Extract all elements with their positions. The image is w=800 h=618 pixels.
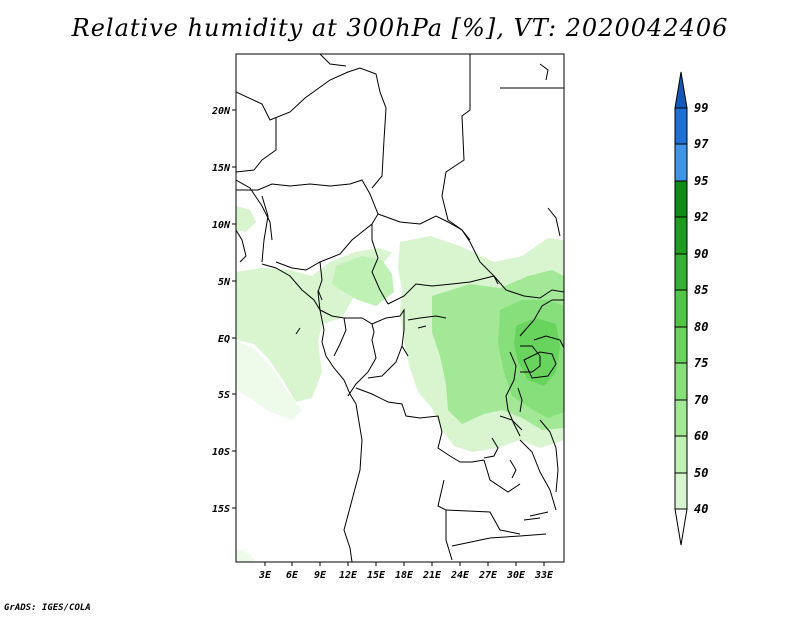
- colorbar-label-90: 90: [694, 247, 708, 261]
- colorbar-band-95-97: [674, 143, 688, 182]
- colorbar-label-97: 97: [694, 137, 709, 151]
- colorbar-label-80: 80: [694, 320, 708, 334]
- colorbar-bottom-arrow: [674, 508, 688, 546]
- lon-label-15e: 15E: [367, 570, 386, 581]
- humidity-region-central: [332, 256, 394, 306]
- lon-label-21e: 21E: [422, 570, 442, 581]
- colorbar: 99 97 95 92 90 85 80 75 70 60 50 40: [674, 71, 709, 546]
- lat-label-20n: 20N: [211, 106, 231, 117]
- humidity-field: [236, 206, 564, 562]
- humidity-region-south: [236, 548, 256, 562]
- colorbar-label-75: 75: [694, 356, 708, 370]
- colorbar-label-40: 40: [694, 502, 708, 516]
- colorbar-band-90-92: [674, 216, 688, 255]
- lat-label-10n: 10N: [212, 220, 231, 231]
- colorbar-band-80-85: [674, 289, 688, 328]
- colorbar-label-70: 70: [694, 393, 708, 407]
- colorbar-band-97-99: [674, 107, 688, 145]
- colorbar-band-60-70: [674, 399, 688, 437]
- lon-label-27e: 27E: [478, 570, 498, 581]
- country-borders: [236, 54, 564, 562]
- lat-label-15n: 15N: [212, 163, 231, 174]
- colorbar-label-50: 50: [694, 466, 708, 480]
- colorbar-label-85: 85: [694, 283, 708, 297]
- lon-label-9e: 9E: [314, 570, 327, 581]
- lon-label-24e: 24E: [450, 570, 470, 581]
- humidity-region-north-west: [236, 206, 256, 232]
- colorbar-band-85-90: [674, 253, 688, 291]
- lon-label-6e: 6E: [286, 570, 299, 581]
- lat-label-5n: 5N: [218, 277, 231, 288]
- lat-label-15s: 15S: [212, 504, 230, 515]
- map-frame: [235, 53, 565, 563]
- colorbar-top-arrow: [674, 71, 688, 109]
- lat-label-10s: 10S: [212, 447, 230, 458]
- lon-label-12e: 12E: [339, 570, 358, 581]
- lon-label-33e: 33E: [534, 570, 554, 581]
- colorbar-label-99: 99: [694, 101, 708, 115]
- colorbar-band-40-50: [674, 472, 688, 510]
- colorbar-band-70-75: [674, 362, 688, 401]
- lon-label-30e: 30E: [506, 570, 526, 581]
- lat-label-eq: EQ: [218, 334, 230, 345]
- lon-axis: 3E 6E 9E 12E 15E 18E 21E 24E 27E 30E 33E: [258, 562, 554, 581]
- colorbar-band-92-95: [674, 180, 688, 218]
- colorbar-label-60: 60: [694, 429, 708, 443]
- grads-credit: GrADS: IGES/COLA: [4, 603, 91, 613]
- lon-label-3e: 3E: [258, 570, 272, 581]
- humidity-region-south-west: [236, 340, 302, 420]
- colorbar-band-75-80: [674, 326, 688, 364]
- lon-label-18e: 18E: [395, 570, 414, 581]
- lat-axis: 20N 15N 10N 5N EQ 5S 10S 15S: [211, 106, 236, 515]
- colorbar-label-92: 92: [694, 210, 708, 224]
- colorbar-label-95: 95: [694, 174, 708, 188]
- lat-label-5s: 5S: [218, 390, 230, 401]
- colorbar-band-50-60: [674, 435, 688, 474]
- map-title: Relative humidity at 300hPa [%], VT: 202…: [71, 14, 729, 42]
